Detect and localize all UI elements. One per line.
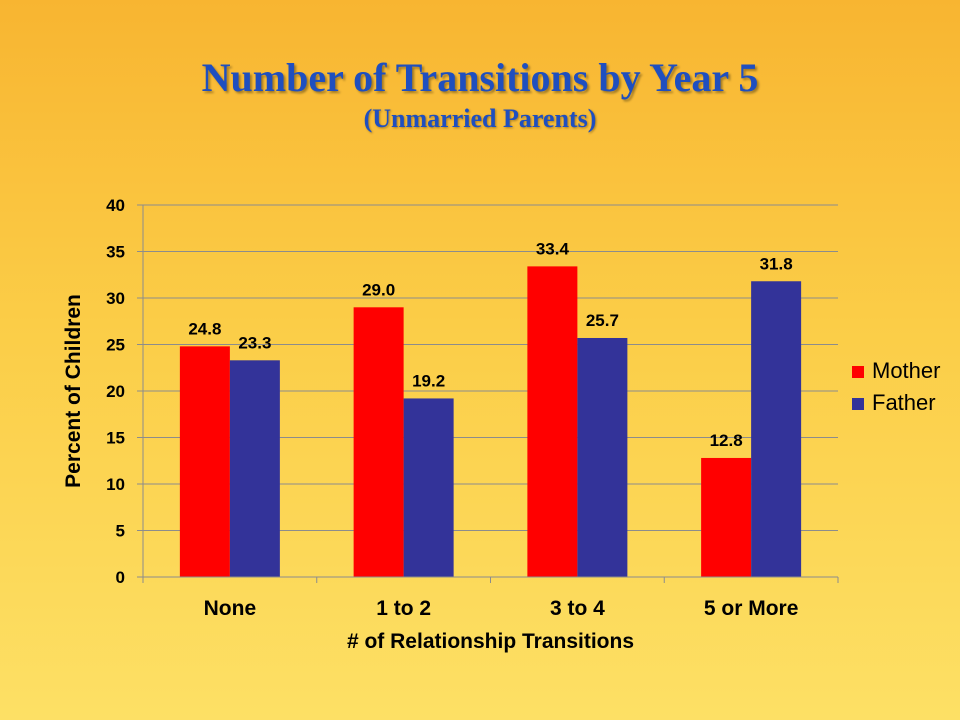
axes: 0 5 10 15 20 25 30 35 40 None 1 to 2 3 to 4 5 or Mor… bbox=[106, 196, 839, 620]
data-label: 24.8 bbox=[188, 319, 221, 338]
data-label: 29.0 bbox=[362, 280, 395, 299]
chart-title: Number of Transitions by Year 5 bbox=[201, 55, 759, 100]
x-tick-label: None bbox=[204, 597, 257, 620]
y-tick-label: 10 bbox=[106, 475, 125, 494]
data-label: 19.2 bbox=[412, 371, 445, 390]
bar-father bbox=[229, 360, 280, 577]
legend: Mother Father bbox=[852, 358, 940, 415]
y-tick-label: 5 bbox=[116, 522, 125, 541]
data-label: 12.8 bbox=[710, 431, 743, 450]
x-tick-label: 1 to 2 bbox=[376, 597, 431, 620]
legend-swatch-father bbox=[852, 398, 864, 410]
y-tick-label: 35 bbox=[106, 243, 125, 262]
y-tick-label: 40 bbox=[106, 196, 125, 215]
x-tick-label: 5 or More bbox=[704, 597, 799, 620]
gridlines bbox=[143, 204, 838, 531]
legend-label-mother: Mother bbox=[872, 358, 940, 383]
data-label: 25.7 bbox=[586, 311, 619, 330]
y-tick-label: 30 bbox=[106, 289, 125, 308]
bar-mother bbox=[179, 346, 230, 577]
bar-mother bbox=[701, 457, 752, 577]
bar-father bbox=[403, 398, 454, 577]
legend-label-father: Father bbox=[872, 390, 936, 415]
y-tick-label: 15 bbox=[106, 429, 125, 448]
y-tick-label: 25 bbox=[106, 336, 125, 355]
chart-subtitle: (Unmarried Parents) bbox=[363, 104, 597, 133]
bar-father bbox=[751, 281, 802, 577]
bars bbox=[179, 266, 802, 577]
data-label: 31.8 bbox=[760, 254, 793, 273]
bar-mother bbox=[527, 266, 578, 577]
y-tick-label: 20 bbox=[106, 382, 125, 401]
y-axis-label: Percent of Children bbox=[62, 294, 85, 488]
x-axis-label: # of Relationship Transitions bbox=[347, 630, 634, 653]
bar-father bbox=[577, 337, 628, 577]
bar-mother bbox=[353, 307, 404, 577]
x-tick-label: 3 to 4 bbox=[550, 597, 605, 620]
data-label: 33.4 bbox=[536, 239, 570, 258]
y-tick-label: 0 bbox=[116, 568, 125, 587]
data-labels: 24.8 23.3 29.0 19.2 33.4 25.7 12.8 31.8 bbox=[188, 239, 792, 450]
data-label: 23.3 bbox=[238, 333, 271, 352]
legend-swatch-mother bbox=[852, 366, 864, 378]
